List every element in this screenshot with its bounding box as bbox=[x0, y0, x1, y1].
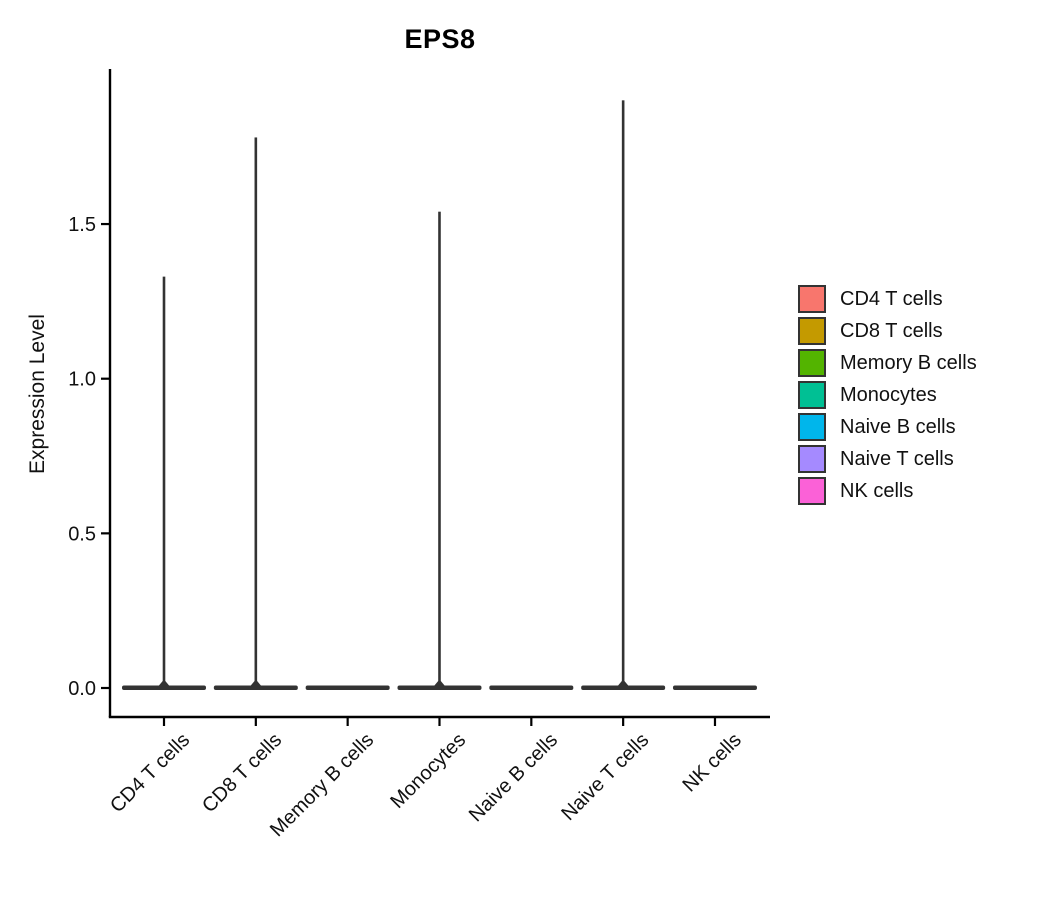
legend-item-cd8-t-cells: CD8 T cells bbox=[798, 315, 977, 347]
y-tick-label: 1.5 bbox=[68, 214, 96, 236]
violin-spike-cd8-t-cells bbox=[254, 137, 258, 683]
legend-key-swatch bbox=[798, 413, 826, 441]
violin-taper bbox=[156, 681, 172, 689]
legend-label: NK cells bbox=[840, 480, 914, 502]
violin-base-nk-cells bbox=[672, 685, 757, 690]
violin-taper bbox=[615, 681, 632, 689]
legend-key-swatch bbox=[798, 477, 826, 505]
legend-label: CD4 T cells bbox=[840, 288, 943, 310]
legend-item-monocytes: Monocytes bbox=[798, 379, 977, 411]
chart-title: EPS8 bbox=[404, 24, 476, 54]
violin-base-naive-b-cells bbox=[489, 685, 574, 690]
legend-label: Naive T cells bbox=[840, 448, 954, 470]
legend-key-swatch bbox=[798, 381, 826, 409]
legend-key-swatch bbox=[798, 349, 826, 377]
legend-label: Monocytes bbox=[840, 384, 937, 406]
violin-base-memory-b-cells bbox=[305, 685, 390, 690]
y-tick-label: 0.0 bbox=[68, 678, 96, 700]
violin-taper bbox=[431, 681, 448, 689]
legend-item-cd4-t-cells: CD4 T cells bbox=[798, 283, 977, 315]
y-tick-label: 1.0 bbox=[68, 369, 96, 391]
y-tick-label: 0.5 bbox=[68, 523, 96, 545]
legend-key-swatch bbox=[798, 317, 826, 345]
legend: CD4 T cells CD8 T cells Memory B cells Mono… bbox=[798, 283, 977, 507]
legend-label: CD8 T cells bbox=[840, 320, 943, 342]
legend-item-naive-t-cells: Naive T cells bbox=[798, 443, 977, 475]
legend-item-naive-b-cells: Naive B cells bbox=[798, 411, 977, 443]
violin-spike-monocytes bbox=[438, 211, 441, 683]
legend-key-swatch bbox=[798, 445, 826, 473]
legend-label: Naive B cells bbox=[840, 416, 956, 438]
legend-key-swatch bbox=[798, 285, 826, 313]
legend-item-nk-cells: NK cells bbox=[798, 475, 977, 507]
violin-spike-naive-t-cells bbox=[621, 100, 625, 682]
legend-label: Memory B cells bbox=[840, 352, 977, 374]
violin-taper bbox=[247, 681, 264, 689]
violin-spike-cd4-t-cells bbox=[162, 276, 166, 682]
legend-item-memory-b-cells: Memory B cells bbox=[798, 347, 977, 379]
